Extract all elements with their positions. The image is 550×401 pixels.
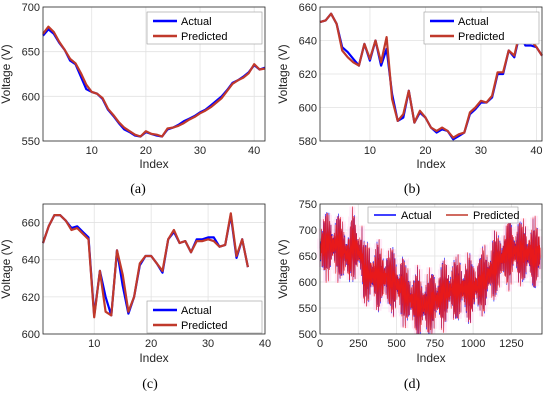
x-tick-label: 10 [364, 145, 376, 157]
x-tick-label: 20 [419, 145, 431, 157]
x-tick-label: 40 [248, 145, 260, 157]
x-tick-label: 250 [349, 338, 367, 350]
panel-caption: (c) [142, 377, 158, 392]
x-axis-label: Index [416, 351, 445, 365]
axes-frame [319, 203, 543, 335]
x-axis-label: Index [139, 351, 168, 365]
panel-caption: (b) [404, 182, 421, 197]
y-axis-label: Voltage (V) [276, 44, 290, 103]
series-line-predicted [319, 12, 543, 139]
series-line-predicted [319, 206, 541, 335]
x-tick-label: 1000 [461, 338, 485, 350]
legend-label: Predicted [181, 320, 227, 332]
x-tick-label: 30 [475, 145, 487, 157]
y-axis-label: Voltage (V) [276, 239, 290, 298]
x-tick-label: 40 [530, 145, 542, 157]
y-tick-label: 640 [299, 36, 317, 48]
y-tick-label: 660 [22, 218, 40, 230]
x-axis-label: Index [416, 157, 445, 171]
axes-frame [42, 6, 266, 142]
legend-label: Actual [401, 210, 432, 222]
legend-label: Predicted [181, 31, 227, 43]
legend-box [146, 11, 263, 45]
chart-panel-d: 500 550 600 650 700 750 0 250 500 750 1000 1250 Inde… [276, 199, 544, 392]
y-tick-label: 580 [299, 136, 317, 148]
chart-panel-a: 550 600 650 700 10 20 30 40 Index Voltage (V) Actu… [0, 2, 266, 197]
axes-frame [319, 6, 543, 142]
x-axis-label: Index [139, 157, 168, 171]
x-tick-label: 10 [88, 338, 100, 350]
series-line-predicted [42, 25, 266, 138]
y-tick-label: 750 [299, 199, 317, 211]
y-tick-label: 600 [22, 329, 40, 341]
chart-panel-b: 580 600 620 640 660 10 20 30 40 Index Voltage (V) A… [276, 2, 543, 197]
x-tick-label: 750 [426, 338, 444, 350]
y-tick-label: 650 [22, 47, 40, 59]
legend-label: Actual [181, 305, 212, 317]
legend-box [146, 300, 263, 334]
y-tick-label: 600 [299, 277, 317, 289]
legend-label: Predicted [473, 210, 519, 222]
x-tick-label: 30 [194, 145, 206, 157]
panel-caption: (a) [130, 182, 146, 197]
y-axis-label: Voltage (V) [0, 44, 13, 103]
y-tick-label: 640 [22, 255, 40, 267]
y-tick-label: 600 [22, 91, 40, 103]
x-tick-label: 1250 [499, 338, 523, 350]
y-tick-label: 700 [299, 225, 317, 237]
chart-panel-c: 600 620 640 660 10 20 30 40 Index Voltage (V) Actu… [0, 203, 271, 392]
x-tick-label: 20 [145, 338, 157, 350]
x-tick-label: 10 [86, 145, 98, 157]
x-tick-label: 40 [259, 338, 271, 350]
x-tick-label: 30 [202, 338, 214, 350]
y-tick-label: 620 [22, 292, 40, 304]
y-tick-label: 700 [22, 2, 40, 14]
y-tick-label: 500 [299, 329, 317, 341]
legend-box [367, 206, 519, 224]
x-tick-label: 0 [317, 338, 323, 350]
y-tick-label: 550 [299, 303, 317, 315]
series-line-predicted [41, 212, 249, 319]
panel-caption: (d) [404, 377, 421, 392]
y-tick-label: 650 [299, 251, 317, 263]
legend-box [423, 11, 540, 45]
axes-frame [42, 203, 266, 335]
x-tick-label: 20 [140, 145, 152, 157]
x-tick-label: 500 [387, 338, 405, 350]
y-tick-label: 600 [299, 103, 317, 115]
legend-label: Actual [458, 16, 489, 28]
legend-label: Actual [181, 16, 212, 28]
y-tick-label: 660 [299, 2, 317, 14]
legend-label: Predicted [458, 31, 504, 43]
y-tick-label: 550 [22, 136, 40, 148]
y-axis-label: Voltage (V) [0, 239, 13, 298]
y-tick-label: 620 [299, 69, 317, 81]
